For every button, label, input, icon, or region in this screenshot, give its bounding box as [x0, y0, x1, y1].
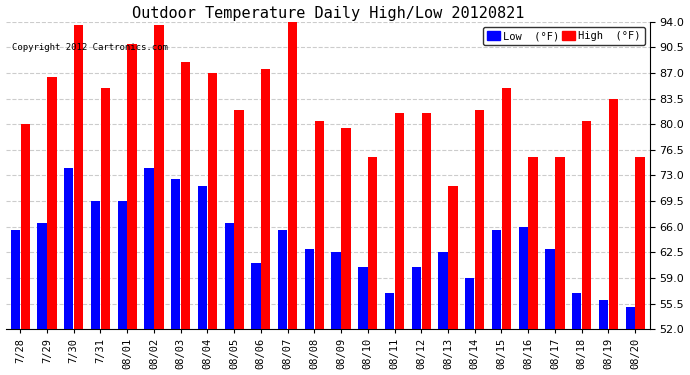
Bar [545, 249, 555, 329]
Bar [261, 69, 270, 329]
Title: Outdoor Temperature Daily High/Low 20120821: Outdoor Temperature Daily High/Low 20120… [132, 6, 524, 21]
Bar [47, 76, 57, 329]
Bar [331, 252, 341, 329]
Bar [422, 113, 431, 329]
Bar [21, 124, 30, 329]
Bar [572, 292, 582, 329]
Bar [154, 26, 164, 329]
Bar [235, 110, 244, 329]
Bar [626, 307, 635, 329]
Bar [37, 223, 47, 329]
Bar [465, 278, 475, 329]
Bar [208, 73, 217, 329]
Legend: Low  (°F), High  (°F): Low (°F), High (°F) [483, 27, 644, 45]
Bar [251, 263, 261, 329]
Bar [368, 157, 377, 329]
Bar [342, 128, 351, 329]
Bar [74, 26, 83, 329]
Bar [609, 99, 618, 329]
Bar [198, 186, 207, 329]
Bar [599, 300, 608, 329]
Bar [438, 252, 448, 329]
Bar [315, 120, 324, 329]
Bar [128, 44, 137, 329]
Text: Copyright 2012 Cartronics.com: Copyright 2012 Cartronics.com [12, 43, 168, 52]
Bar [305, 249, 314, 329]
Bar [181, 62, 190, 329]
Bar [91, 201, 100, 329]
Bar [117, 201, 127, 329]
Bar [555, 157, 564, 329]
Bar [144, 168, 154, 329]
Bar [475, 110, 484, 329]
Bar [224, 223, 234, 329]
Bar [358, 267, 368, 329]
Bar [171, 179, 180, 329]
Bar [492, 230, 501, 329]
Bar [395, 113, 404, 329]
Bar [288, 22, 297, 329]
Bar [385, 292, 394, 329]
Bar [582, 120, 591, 329]
Bar [448, 186, 457, 329]
Bar [278, 230, 287, 329]
Bar [502, 88, 511, 329]
Bar [101, 88, 110, 329]
Bar [519, 226, 528, 329]
Bar [412, 267, 421, 329]
Bar [64, 168, 73, 329]
Bar [10, 230, 20, 329]
Bar [635, 157, 644, 329]
Bar [529, 157, 538, 329]
